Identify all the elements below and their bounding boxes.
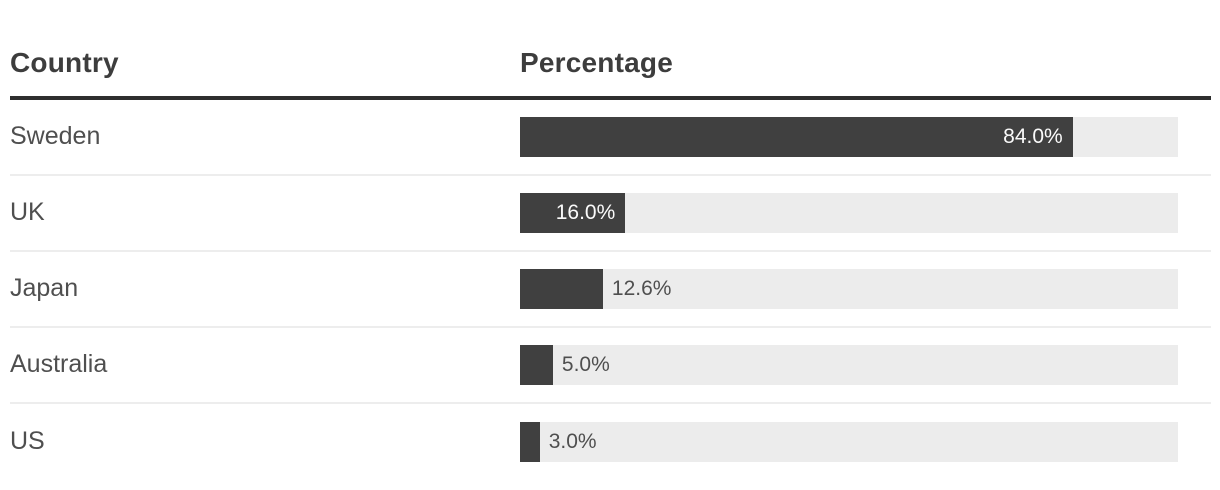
bar [520, 421, 540, 462]
bar-value-label: 3.0% [548, 429, 597, 453]
bar-track: 16.0% [520, 192, 1178, 233]
bar-cell: 16.0% [520, 192, 1211, 233]
country-label: Japan [10, 274, 79, 303]
bar-value-label: 84.0% [1003, 124, 1063, 148]
column-header-country: Country [10, 47, 119, 78]
bar-value-label: 5.0% [561, 352, 610, 376]
bar-cell: 12.6% [520, 268, 1211, 309]
bar-track: 3.0% [520, 421, 1178, 462]
table-row: Japan 12.6% [10, 252, 1211, 328]
country-label: US [10, 427, 45, 456]
bar-track: 12.6% [520, 268, 1178, 309]
table-body: Sweden 84.0% UK 16.0% Japan 12.6% Australia 5.0… [10, 100, 1211, 480]
column-header-percentage: Percentage [520, 47, 673, 78]
bar-track: 84.0% [520, 116, 1178, 157]
bar-value-label: 12.6% [611, 276, 672, 300]
table-row: UK 16.0% [10, 176, 1211, 252]
bar [520, 344, 553, 385]
bar-cell: 3.0% [520, 421, 1211, 462]
bar-cell: 84.0% [520, 116, 1211, 157]
table-row: US 3.0% [10, 404, 1211, 480]
bar-cell: 5.0% [520, 344, 1211, 385]
bar: 16.0% [520, 192, 626, 233]
bar: 84.0% [520, 116, 1073, 157]
table: Country Percentage Sweden 84.0% UK 16.0% Jap… [10, 0, 1211, 480]
bar-value-label: 16.0% [555, 200, 616, 224]
country-label: Sweden [10, 122, 101, 151]
bar [520, 268, 603, 309]
table-header-row: Country Percentage [10, 0, 1211, 100]
country-label: Australia [10, 350, 108, 379]
table-row: Sweden 84.0% [10, 100, 1211, 176]
bar-track: 5.0% [520, 344, 1178, 385]
country-label: UK [10, 198, 45, 227]
table-row: Australia 5.0% [10, 328, 1211, 404]
